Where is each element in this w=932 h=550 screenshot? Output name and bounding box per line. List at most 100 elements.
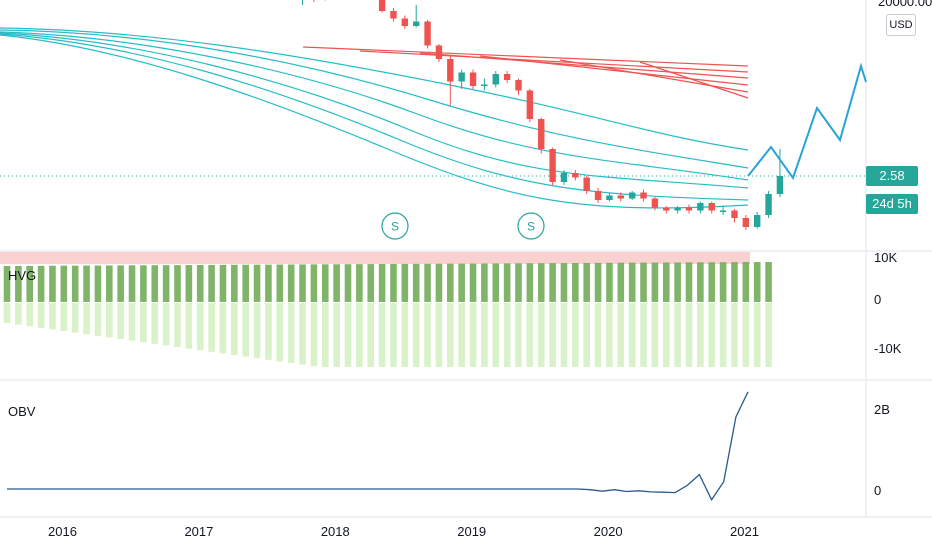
- hvg-bar-positive: [594, 262, 602, 302]
- hvg-bar-negative: [344, 303, 352, 367]
- candle-body: [401, 18, 409, 26]
- hvg-bar-positive: [560, 263, 568, 302]
- hvg-bar-positive: [390, 263, 397, 302]
- sell-marker[interactable]: [517, 212, 545, 240]
- hvg-bar-negative: [231, 303, 238, 355]
- hvg-bar-negative: [356, 303, 363, 367]
- hvg-bar-negative: [765, 303, 772, 367]
- hvg-pane-label: HVG: [8, 268, 37, 283]
- hvg-bar-negative: [412, 303, 420, 367]
- candle-body: [674, 207, 681, 211]
- candle-body: [515, 80, 522, 91]
- hvg-bar-negative: [662, 303, 670, 367]
- hvg-bar-negative: [503, 303, 511, 367]
- ma-ribbon: [0, 27, 749, 209]
- hvg-bar-negative: [469, 303, 477, 367]
- hvg-bar-positive: [378, 264, 386, 302]
- hvg-bar-negative: [265, 303, 272, 360]
- resistance-line: [639, 61, 749, 99]
- hvg-bar-negative: [594, 303, 602, 367]
- hvg-bar-negative: [674, 303, 681, 367]
- hvg-bar-negative: [196, 303, 204, 351]
- hvg-axis-label: 0: [874, 292, 881, 307]
- hvg-bar-positive: [71, 265, 79, 302]
- hvg-bar-negative: [219, 303, 227, 354]
- indicator-axis-ticks: 10K 0 -10K 2B 0: [874, 250, 902, 498]
- hvg-bar-negative: [424, 303, 431, 367]
- hvg-bar-negative: [515, 303, 522, 367]
- hvg-bar-positive: [753, 262, 761, 302]
- time-axis-label: 2018: [321, 524, 350, 539]
- sell-marker-label: S: [527, 220, 535, 234]
- candle-body: [640, 192, 647, 199]
- hvg-bar-positive: [640, 262, 647, 302]
- hvg-bar-positive: [344, 264, 352, 302]
- hvg-bar-negative: [367, 303, 375, 367]
- hvg-bar-negative: [390, 303, 397, 367]
- candle-body: [560, 173, 568, 182]
- hvg-bar-positive: [537, 263, 545, 302]
- hvg-bar-negative: [401, 303, 409, 367]
- candle-body: [526, 90, 534, 119]
- hvg-bar-negative: [583, 303, 590, 367]
- projection-line[interactable]: [747, 62, 867, 181]
- hvg-bar-positive: [3, 266, 11, 302]
- ma-ribbon-line: [0, 33, 749, 201]
- projection-path: [747, 62, 867, 181]
- hvg-bar-negative: [537, 303, 545, 367]
- candle-body: [413, 21, 420, 26]
- hvg-bar-positive: [162, 265, 170, 302]
- hvg-bar-positive: [572, 263, 579, 302]
- hvg-bar-positive: [742, 262, 750, 302]
- hvg-bar-positive: [26, 265, 34, 302]
- candle-body: [719, 210, 727, 212]
- hvg-bar-negative: [299, 303, 306, 365]
- hvg-bar-negative: [549, 303, 556, 367]
- candles: [302, 0, 784, 230]
- hvg-bar-negative: [3, 303, 11, 323]
- hvg-bar-negative: [94, 303, 102, 336]
- hvg-bar-positive: [503, 263, 511, 302]
- candle-body: [663, 207, 670, 211]
- hvg-bar-positive: [310, 264, 318, 302]
- hvg-bar-positive: [435, 263, 443, 302]
- candle-body: [606, 195, 613, 200]
- hvg-bar-negative: [276, 303, 284, 362]
- hvg-bar-positive: [401, 263, 409, 302]
- candle-body: [549, 149, 556, 182]
- hvg-bar-negative: [242, 303, 249, 357]
- time-axis-ticks: 2016 2017 2018 2019 2020 2021: [48, 524, 759, 539]
- hvg-bar-positive: [697, 262, 704, 302]
- hvg-bar-negative: [753, 303, 761, 367]
- candle-body: [651, 198, 659, 208]
- hvg-bar-negative: [321, 303, 329, 367]
- candle-body: [424, 21, 431, 46]
- hvg-bar-positive: [140, 265, 147, 302]
- hvg-bar-negative: [378, 303, 386, 367]
- hvg-bar-negative: [719, 303, 727, 367]
- hvg-bar-positive: [458, 263, 465, 302]
- hvg-bar-negative: [71, 303, 79, 333]
- hvg-bar-positive: [424, 263, 431, 302]
- hvg-bar-positive: [15, 265, 22, 302]
- hvg-bar-negative: [287, 303, 295, 363]
- hvg-bar-negative: [15, 303, 22, 325]
- hvg-bar-positive: [356, 264, 363, 302]
- candle-body: [765, 194, 772, 215]
- candle-body: [447, 59, 454, 82]
- sell-marker[interactable]: [381, 212, 409, 240]
- resistance-line: [302, 46, 749, 67]
- hvg-histogram: [0, 252, 772, 367]
- hvg-bar-negative: [140, 303, 147, 343]
- hvg-bar-negative: [310, 303, 318, 367]
- hvg-bar-positive: [685, 262, 693, 302]
- candle-body: [572, 173, 579, 178]
- hvg-bar-positive: [174, 265, 181, 302]
- hvg-bar-negative: [492, 303, 500, 367]
- hvg-bar-positive: [674, 262, 681, 302]
- bar-countdown-tag: 24d 5h: [866, 194, 918, 214]
- hvg-bar-negative: [628, 303, 636, 367]
- obv-pane-label: OBV: [8, 404, 36, 419]
- currency-button[interactable]: USD: [886, 14, 916, 36]
